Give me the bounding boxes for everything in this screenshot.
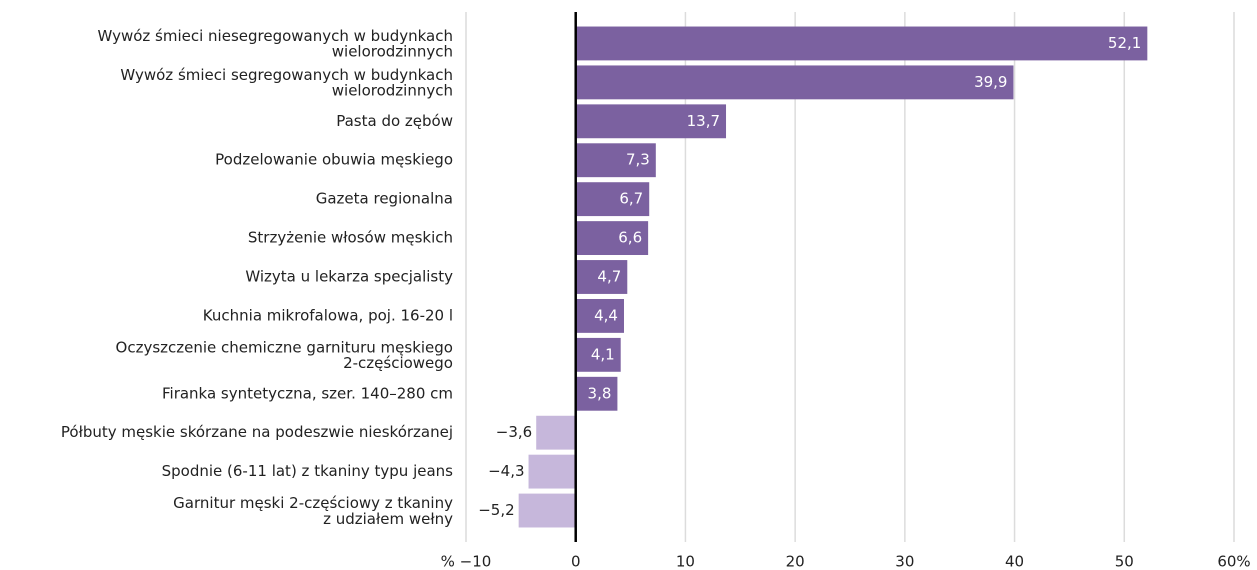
category-label: Oczyszczenie chemiczne garnituru męskieg… <box>116 338 453 372</box>
bar <box>575 337 621 372</box>
bar <box>575 26 1148 61</box>
value-label: 52,1 <box>1108 34 1141 52</box>
category-label: Kuchnia mikrofalowa, poj. 16-20 l <box>203 306 453 324</box>
x-tick-label: 0 <box>571 553 581 570</box>
value-label: 39,9 <box>974 73 1007 91</box>
bar <box>575 104 727 139</box>
category-label: Strzyżenie włosów męskich <box>248 229 453 247</box>
value-label: 7,3 <box>626 151 650 169</box>
category-label: Wywóz śmieci niesegregowanych w budynkac… <box>98 26 453 60</box>
bar <box>575 260 628 294</box>
bar <box>575 221 649 256</box>
value-label: −3,6 <box>496 423 532 441</box>
category-label: Wizyta u lekarza specjalisty <box>245 268 453 286</box>
x-tick-label: 50 <box>1115 553 1134 570</box>
category-label: Półbuty męskie skórzane na podeszwie nie… <box>61 423 453 441</box>
bar <box>575 376 618 411</box>
value-label: −4,3 <box>488 462 524 480</box>
x-tick-label: 10 <box>676 553 695 570</box>
category-label: Firanka syntetyczna, szer. 140–280 cm <box>162 384 453 402</box>
category-label: Wywóz śmieci segregowanych w budynkach wi… <box>120 65 453 99</box>
x-tick-label: % −10 <box>441 553 492 570</box>
value-label: 6,7 <box>619 190 643 208</box>
x-tick-label: 60% <box>1217 553 1250 570</box>
bar <box>536 415 576 450</box>
bar <box>575 65 1014 100</box>
bar <box>575 143 656 178</box>
value-label: 6,6 <box>618 229 642 247</box>
x-tick-label: 20 <box>786 553 805 570</box>
bar <box>518 493 576 528</box>
bar <box>575 298 624 333</box>
value-label: 4,1 <box>591 345 615 363</box>
value-label: −5,2 <box>478 501 514 519</box>
value-label: 4,7 <box>597 268 621 286</box>
category-label: Podzelowanie obuwia męskiego <box>215 151 453 169</box>
value-label: 13,7 <box>687 112 720 130</box>
x-tick-label: 40 <box>1005 553 1024 570</box>
category-label: Pasta do zębów <box>336 112 453 130</box>
category-label: Gazeta regionalna <box>316 190 453 208</box>
bar <box>575 182 650 217</box>
value-label: 4,4 <box>594 306 618 324</box>
value-label: 3,8 <box>588 384 612 402</box>
x-tick-label: 30 <box>895 553 914 570</box>
category-label: Garnitur męski 2-częściowy z tkaniny z ud… <box>173 494 453 528</box>
bar <box>528 454 576 489</box>
category-label: Spodnie (6-11 lat) z tkaniny typu jeans <box>162 462 454 480</box>
